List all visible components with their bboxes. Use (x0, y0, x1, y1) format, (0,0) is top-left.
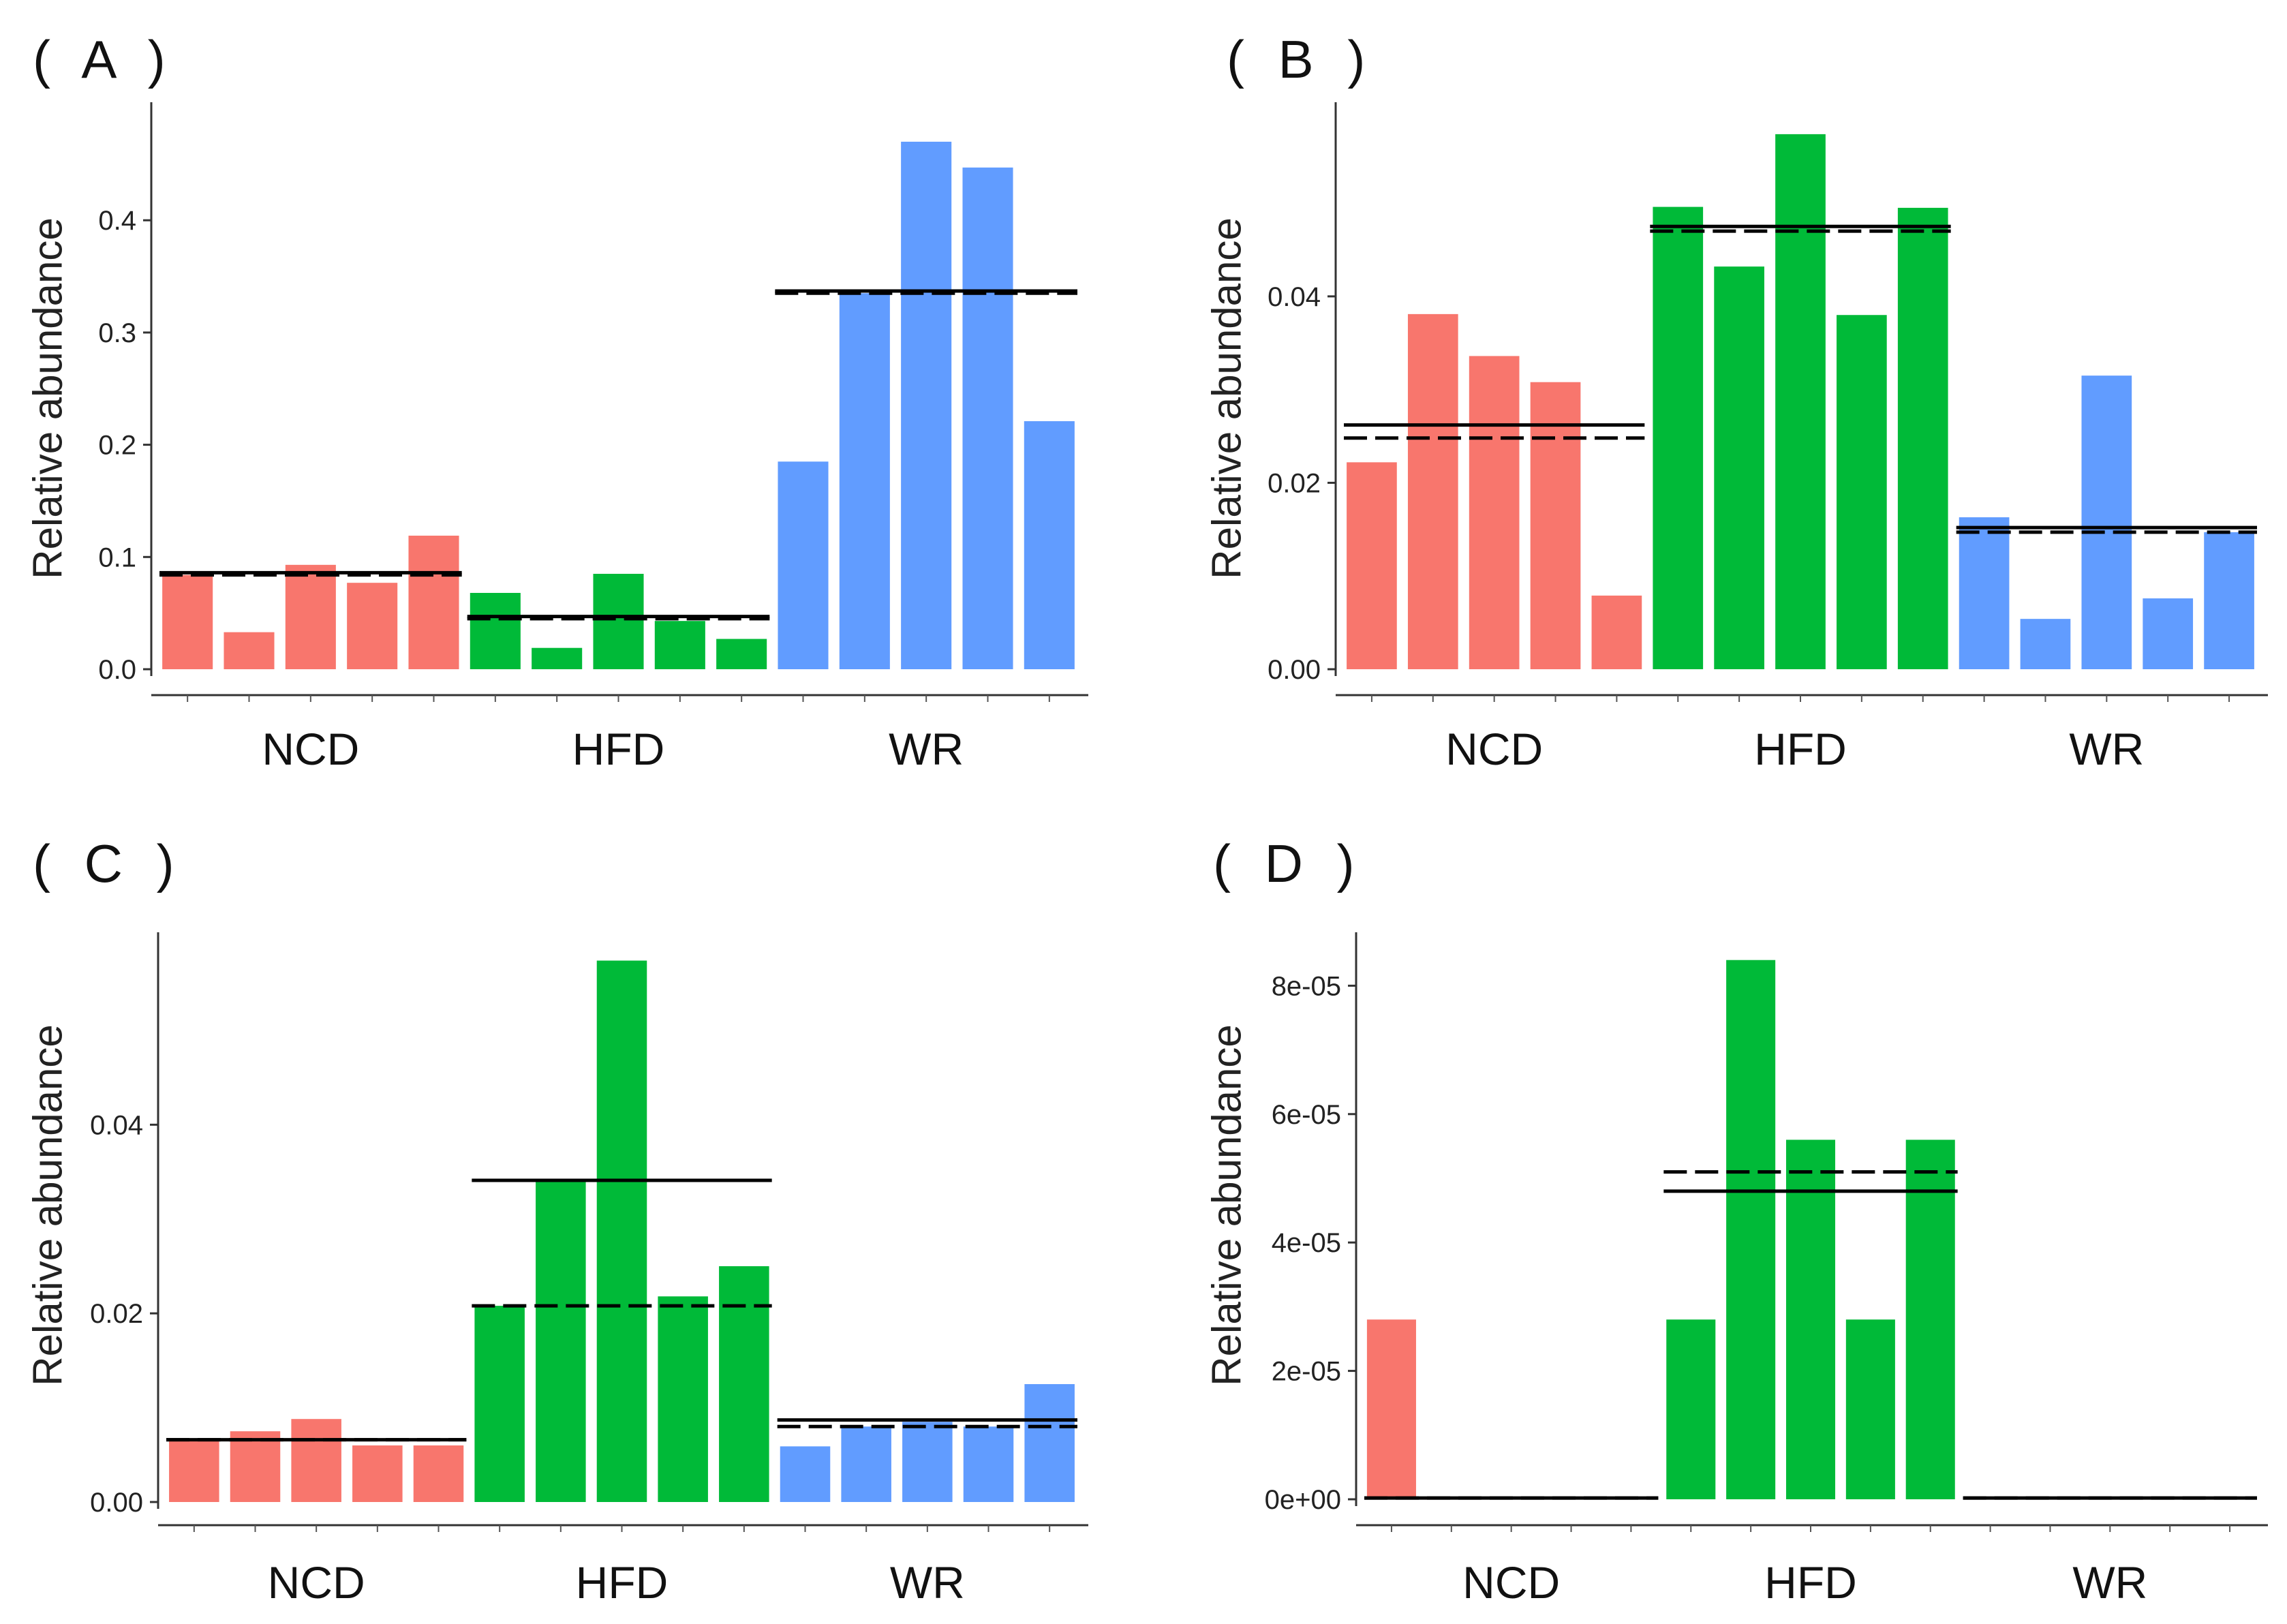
bar-c-hfd-1 (474, 1306, 525, 1502)
bar-a-hfd-1 (470, 593, 521, 669)
x-group-label-b-hfd: HFD (1754, 724, 1847, 774)
bar-a-wr-3 (901, 141, 952, 669)
bar-b-hfd-4 (1837, 315, 1887, 669)
x-group-label-d-hfd: HFD (1764, 1557, 1857, 1608)
y-tick-label-b: 0.02 (1268, 468, 1321, 498)
bar-c-wr-3 (902, 1422, 953, 1502)
bar-b-ncd-2 (1407, 313, 1458, 669)
y-tick-label-a: 0.2 (98, 431, 136, 461)
y-tick-label-d: 6e-05 (1272, 1100, 1341, 1130)
bar-b-hfd-1 (1653, 206, 1704, 669)
bar-a-ncd-4 (347, 583, 398, 669)
bar-b-hfd-3 (1775, 134, 1826, 669)
y-tick-label-a: 0.1 (98, 542, 136, 572)
x-group-label-c-hfd: HFD (576, 1557, 669, 1608)
bar-c-ncd-2 (230, 1431, 281, 1502)
bar-c-wr-2 (841, 1426, 891, 1502)
x-group-label-a-wr: WR (889, 724, 964, 774)
bar-a-wr-2 (839, 293, 890, 669)
bar-c-hfd-4 (658, 1296, 708, 1502)
y-tick-label-d: 0e+00 (1265, 1485, 1341, 1515)
bar-c-ncd-4 (352, 1445, 403, 1502)
y-tick-label-c: 0.04 (90, 1110, 143, 1140)
panel-label-c: ( C ) (33, 833, 184, 893)
x-group-label-b-wr: WR (2069, 724, 2144, 774)
panel-label-b: ( B ) (1227, 29, 1375, 89)
bar-a-ncd-1 (162, 574, 213, 669)
x-group-label-a-hfd: HFD (572, 724, 665, 774)
bar-b-hfd-2 (1714, 266, 1764, 669)
x-group-label-d-wr: WR (2072, 1557, 2147, 1608)
x-group-label-c-wr: WR (890, 1557, 965, 1608)
bar-b-wr-1 (1959, 517, 2010, 669)
bar-d-hfd-1 (1666, 1319, 1716, 1499)
bar-a-ncd-2 (224, 632, 275, 669)
bar-c-wr-5 (1024, 1383, 1075, 1502)
bar-c-wr-1 (780, 1446, 831, 1502)
y-tick-label-c: 0.00 (90, 1488, 143, 1518)
bar-d-ncd-1 (1366, 1319, 1416, 1499)
bar-b-wr-5 (2204, 532, 2254, 669)
bar-b-ncd-4 (1530, 382, 1581, 669)
y-tick-label-d: 2e-05 (1272, 1357, 1341, 1387)
panel-label-d: ( D ) (1213, 833, 1364, 893)
bar-c-ncd-1 (169, 1439, 219, 1502)
bar-c-hfd-3 (596, 960, 647, 1502)
bar-c-ncd-3 (291, 1419, 341, 1502)
bar-a-ncd-3 (285, 564, 336, 669)
y-tick-label-a: 0.4 (98, 206, 136, 236)
bar-a-hfd-5 (716, 639, 767, 669)
bar-a-wr-5 (1024, 421, 1075, 669)
bar-c-hfd-2 (536, 1181, 586, 1502)
bar-b-hfd-5 (1897, 207, 1948, 669)
panel-label-a: ( A ) (33, 29, 175, 89)
bar-d-hfd-4 (1845, 1319, 1895, 1499)
x-group-label-b-ncd: NCD (1445, 724, 1543, 774)
y-tick-label-a: 0.0 (98, 655, 136, 685)
x-group-label-c-ncd: NCD (268, 1557, 365, 1608)
bar-b-wr-3 (2081, 376, 2132, 669)
bar-b-ncd-3 (1469, 356, 1520, 669)
bar-a-ncd-5 (408, 536, 459, 669)
bar-d-hfd-5 (1905, 1139, 1955, 1499)
bar-c-ncd-5 (413, 1445, 464, 1502)
x-group-label-a-ncd: NCD (262, 724, 359, 774)
y-tick-label-b: 0.00 (1268, 655, 1321, 685)
bar-a-hfd-4 (654, 621, 705, 669)
y-tick-label-c: 0.02 (90, 1299, 143, 1329)
y-tick-label-d: 4e-05 (1272, 1228, 1341, 1258)
bar-d-hfd-2 (1726, 960, 1776, 1499)
bar-a-hfd-3 (593, 574, 644, 669)
y-tick-label-d: 8e-05 (1272, 971, 1341, 1001)
bar-b-ncd-1 (1347, 462, 1397, 669)
bar-a-hfd-2 (532, 647, 583, 669)
bar-c-wr-4 (963, 1426, 1014, 1502)
bar-b-wr-2 (2020, 619, 2071, 669)
y-tick-label-a: 0.3 (98, 318, 136, 348)
bar-b-ncd-5 (1591, 595, 1642, 669)
bar-b-wr-4 (2143, 598, 2194, 669)
bar-a-wr-4 (962, 167, 1013, 670)
x-group-label-d-ncd: NCD (1462, 1557, 1560, 1608)
bar-d-hfd-3 (1785, 1139, 1836, 1499)
bar-a-wr-1 (778, 461, 829, 669)
y-tick-label-b: 0.04 (1268, 282, 1321, 312)
